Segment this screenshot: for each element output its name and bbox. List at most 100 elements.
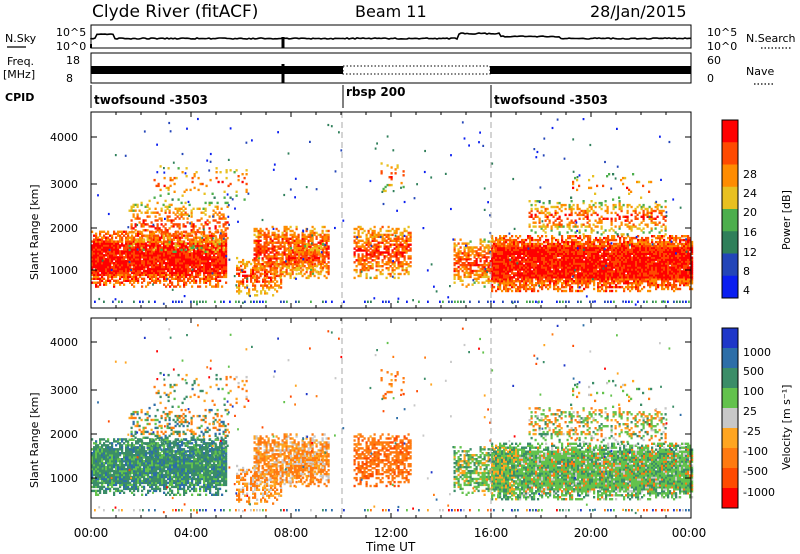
power-data-cell <box>513 262 516 265</box>
power-data-cell <box>505 278 508 281</box>
power-data-cell <box>125 248 128 251</box>
power-data-cell <box>525 289 528 293</box>
power-data-cell <box>216 229 219 232</box>
power-data-cell <box>253 241 256 244</box>
power-data-cell <box>113 246 116 249</box>
power-data-cell <box>505 244 508 248</box>
power-data-cell <box>214 238 217 242</box>
power-data-cell <box>561 278 564 281</box>
power-data-cell <box>395 255 398 258</box>
power-data-cell <box>575 260 578 263</box>
power-data-cell <box>529 236 532 240</box>
power-data-cell <box>99 260 102 263</box>
power-data-cell <box>549 248 552 252</box>
power-data-cell <box>401 231 404 235</box>
power-data-cell <box>221 263 224 267</box>
power-data-cell <box>134 229 137 232</box>
power-data-cell <box>513 276 516 279</box>
power-data-cell <box>224 201 227 205</box>
power-data-cell <box>164 231 167 234</box>
power-data-cell <box>507 262 510 265</box>
power-data-cell <box>391 263 394 266</box>
power-data-cell <box>471 263 474 267</box>
power-data-cell <box>201 265 204 269</box>
power-data-cell <box>521 283 524 287</box>
power-data-cell <box>553 266 556 269</box>
power-data-cell <box>201 244 204 247</box>
power-data-cell <box>204 209 207 212</box>
power-data-cell <box>285 227 288 231</box>
power-data-cell <box>141 250 144 253</box>
power-data-cell <box>125 269 128 273</box>
power-data-cell <box>517 289 520 293</box>
power-data-cell <box>519 262 522 265</box>
power-data-cell <box>581 244 584 248</box>
power-data-cell <box>248 288 251 291</box>
power-data-cell <box>91 273 94 277</box>
power-data-cell <box>164 211 167 214</box>
power-data-cell <box>517 266 520 269</box>
power-data-cell <box>353 276 356 280</box>
power-data-cell <box>195 254 198 257</box>
power-data-cell <box>455 260 458 263</box>
power-data-cell <box>305 235 308 238</box>
power-data-cell <box>135 246 138 249</box>
power-data-cell <box>551 240 554 244</box>
power-data-cell <box>171 260 174 263</box>
power-data-cell <box>557 248 560 252</box>
power-data-cell <box>469 267 472 271</box>
power-data-cell <box>246 264 249 268</box>
power-data-cell <box>363 261 366 264</box>
power-data-cell <box>181 279 184 282</box>
power-data-cell <box>575 246 578 250</box>
power-data-cell <box>266 270 269 274</box>
power-data-cell <box>369 257 372 260</box>
power-data-cell <box>99 244 102 247</box>
power-data-cell <box>136 215 139 218</box>
power-data-cell <box>301 274 304 278</box>
power-data-cell <box>587 274 590 277</box>
power-data-cell <box>97 240 100 243</box>
power-data-cell <box>495 252 498 255</box>
power-data-cell <box>581 278 584 281</box>
power-data-cell <box>355 265 358 268</box>
power-data-cell <box>497 250 500 253</box>
power-data-cell <box>229 169 232 172</box>
power-data-cell <box>525 272 528 275</box>
power-data-cell <box>161 263 164 267</box>
power-data-cell <box>545 283 548 287</box>
power-data-cell <box>262 278 265 281</box>
power-data-cell <box>461 265 464 269</box>
power-data-cell <box>499 248 502 252</box>
power-data-cell <box>174 242 177 246</box>
power-data-cell <box>221 256 224 259</box>
power-data-cell <box>571 268 574 271</box>
power-data-cell <box>393 251 396 254</box>
power-data-cell <box>220 236 223 240</box>
power-data-cell <box>194 242 197 246</box>
power-data-cell <box>161 242 164 245</box>
power-data-cell <box>561 250 564 253</box>
power-data-cell <box>165 186 168 190</box>
power-data-cell <box>191 273 194 277</box>
power-data-cell <box>252 270 255 274</box>
power-data-cell <box>179 240 182 243</box>
power-data-cell <box>309 245 312 248</box>
power-data-cell <box>197 269 200 273</box>
power-data-cell <box>166 217 169 220</box>
power-data-cell <box>393 276 396 280</box>
power-data-cell <box>133 275 136 279</box>
power-data-cell <box>499 282 502 285</box>
power-data-cell <box>503 256 506 259</box>
power-data-cell <box>111 242 114 245</box>
power-data-cell <box>565 285 568 289</box>
power-data-cell <box>571 254 574 257</box>
power-data-cell <box>531 248 534 252</box>
power-data-cell <box>289 229 292 233</box>
power-data-cell <box>248 260 251 264</box>
power-data-cell <box>577 250 580 253</box>
power-data-cell <box>184 211 187 214</box>
power-data-cell <box>173 242 176 245</box>
power-data-cell <box>325 239 328 242</box>
power-data-cell <box>260 292 263 295</box>
